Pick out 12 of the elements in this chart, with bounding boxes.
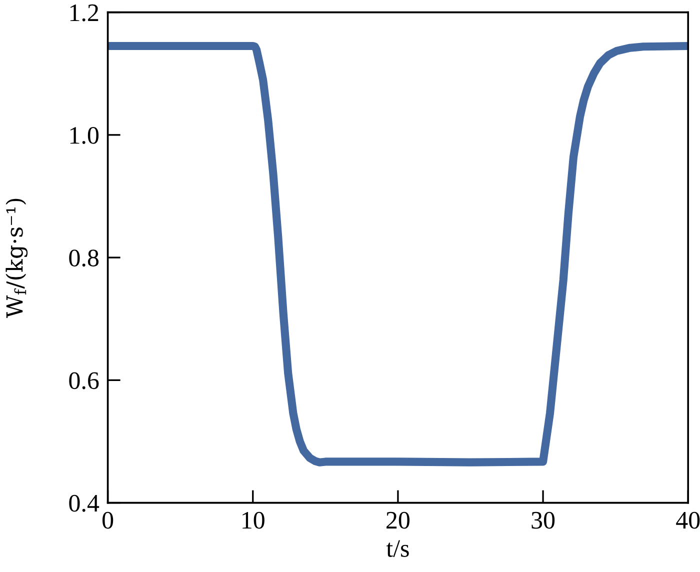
y-tick-label: 0.6 bbox=[69, 372, 99, 390]
x-tick-label: 20 bbox=[386, 512, 410, 529]
y-tick-label: 0.8 bbox=[69, 250, 99, 267]
x-tick-label: 10 bbox=[242, 512, 264, 529]
x-tick-label: 40 bbox=[676, 512, 700, 529]
y-tick-label: 1.2 bbox=[70, 4, 98, 22]
x-tick-label: 30 bbox=[532, 512, 555, 529]
y-tick-label: 0.4 bbox=[69, 494, 100, 512]
y-axis-title: W$_{f}$/(kg·s⁻¹) bbox=[6, 198, 28, 318]
y-tick-label: 1.0 bbox=[70, 126, 99, 144]
x-tick-label: 0 bbox=[102, 512, 114, 529]
x-axis-title: t/s bbox=[386, 540, 409, 557]
